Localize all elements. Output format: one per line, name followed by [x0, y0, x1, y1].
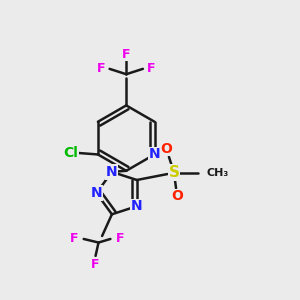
Text: CH₃: CH₃: [207, 168, 229, 178]
Text: N: N: [106, 165, 118, 179]
Text: F: F: [91, 258, 100, 271]
Text: F: F: [70, 232, 78, 245]
Text: N: N: [91, 186, 102, 200]
Text: Cl: Cl: [63, 146, 78, 160]
Text: F: F: [122, 48, 130, 61]
Text: N: N: [131, 199, 142, 213]
Text: N: N: [149, 148, 160, 161]
Text: O: O: [171, 189, 183, 203]
Text: F: F: [97, 62, 106, 75]
Text: O: O: [160, 142, 172, 156]
Text: F: F: [147, 62, 155, 75]
Text: F: F: [116, 232, 124, 245]
Text: S: S: [169, 165, 179, 180]
